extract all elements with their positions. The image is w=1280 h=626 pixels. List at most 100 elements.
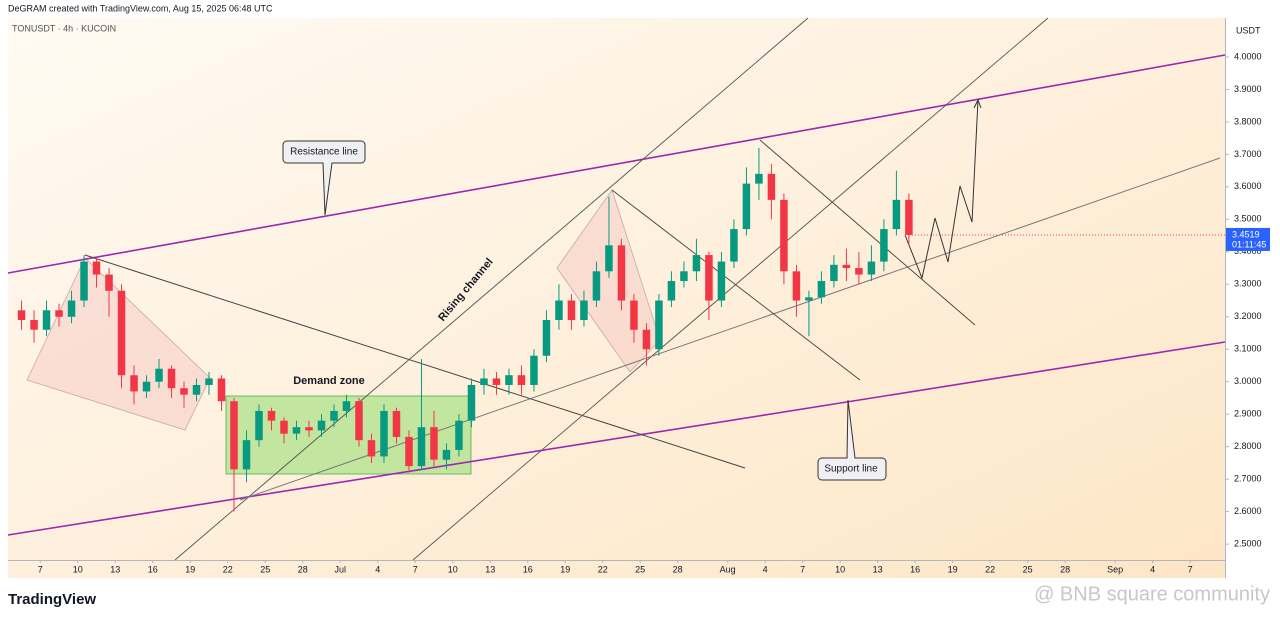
candle-body (742, 183, 751, 230)
x-tick-label: 16 (148, 564, 158, 574)
forecast-arrow (973, 98, 982, 109)
x-tick-label: 19 (560, 564, 570, 574)
candle-body (492, 378, 501, 385)
trend-line (239, 157, 1221, 501)
x-tick-label: 7 (800, 564, 805, 574)
y-tick-label: 3.9000 (1234, 84, 1262, 94)
x-tick-label: 25 (260, 564, 270, 574)
x-tick-label: 28 (1060, 564, 1070, 574)
candle-body (817, 281, 826, 298)
y-tick-label: 2.9000 (1234, 409, 1262, 419)
candle-body (617, 245, 626, 301)
candle-body (555, 300, 563, 321)
x-tick-label: 13 (873, 564, 883, 574)
candle-body (780, 199, 788, 272)
candle-body (842, 264, 851, 269)
y-tick-label: 3.2000 (1234, 311, 1262, 321)
candles (17, 147, 913, 512)
x-tick-label: 10 (73, 564, 83, 574)
candle-body (380, 410, 388, 457)
candle-body (130, 375, 138, 392)
candle-body (330, 410, 338, 421)
x-tick-label: Sep (1107, 564, 1123, 574)
x-tick-label: 4 (375, 564, 380, 574)
x-tick-label: 25 (635, 564, 645, 574)
y-tick-label: 3.8000 (1234, 116, 1262, 126)
candle-body (717, 261, 726, 301)
annotation: Demand zone (293, 375, 365, 387)
x-tick-label: 4 (1150, 564, 1155, 574)
y-tick-label: 3.6000 (1234, 181, 1262, 191)
candle-body (592, 271, 601, 301)
candle-body (442, 449, 451, 460)
x-tick-label: 4 (763, 564, 768, 574)
candle-body (455, 420, 463, 450)
candle-body (280, 420, 288, 434)
x-tick-label: 16 (523, 564, 533, 574)
candle-body (517, 375, 526, 385)
y-tick-label: 2.5000 (1234, 538, 1262, 548)
annotation: Support line (824, 464, 878, 475)
candle-body (655, 300, 663, 350)
x-tick-label: 28 (298, 564, 308, 574)
y-tick-label: 3.0000 (1234, 376, 1262, 386)
candle-body (767, 173, 776, 200)
candle-body (255, 410, 263, 441)
y-tick-label: 3.4000 (1234, 246, 1262, 256)
candle-body (205, 378, 213, 385)
x-tick-label: 7 (38, 564, 43, 574)
x-tick-label: 22 (223, 564, 233, 574)
candle-body (830, 264, 838, 282)
candle-body (880, 229, 888, 262)
x-tick-label: 13 (485, 564, 495, 574)
watermark: @ BNB square community (1034, 583, 1270, 605)
candle-body (680, 271, 688, 282)
candle-body (180, 388, 188, 395)
candle-body (892, 199, 901, 230)
candle-body (267, 410, 276, 421)
channel-line (412, 17, 1049, 561)
candle-body (405, 436, 413, 467)
x-tick-label: 28 (673, 564, 683, 574)
countdown: 01:11:45 (1232, 239, 1266, 249)
y-tick-label: 2.7000 (1234, 474, 1262, 484)
y-tick-label: 3.3000 (1234, 279, 1262, 289)
axes: 2.5000 2.6000 2.7000 2.8000 2.9000 3.0000 3.10… (38, 51, 1270, 574)
candle-body (505, 375, 513, 385)
candle-body (730, 229, 738, 262)
candle-body (192, 384, 201, 395)
candle-body (542, 320, 551, 356)
candle-body (355, 401, 363, 441)
x-tick-label: 16 (910, 564, 920, 574)
candle-body (642, 329, 651, 350)
candle-body (530, 355, 538, 385)
x-tick-label: 13 (110, 564, 120, 574)
y-tick-label: 2.8000 (1234, 441, 1262, 451)
candle-body (167, 368, 176, 389)
x-tick-label: 7 (1188, 564, 1193, 574)
trend-line (759, 139, 976, 326)
y-tick-label: 3.1000 (1234, 344, 1262, 354)
callout (817, 399, 887, 481)
x-tick-label: 22 (598, 564, 608, 574)
candle-body (142, 381, 151, 392)
candle-body (155, 368, 163, 382)
candle-body (692, 255, 701, 272)
candle-body (805, 297, 813, 301)
candle-body (855, 268, 863, 275)
axis-unit: USDT (1236, 25, 1261, 35)
candle-body (480, 378, 488, 385)
candle-body (55, 310, 63, 317)
candle-body (230, 401, 238, 470)
brand: TradingView (8, 591, 96, 608)
candle-body (67, 300, 76, 317)
trend-line (84, 254, 746, 469)
candle-body (242, 440, 251, 470)
candle-body (292, 427, 301, 434)
candle-body (580, 300, 588, 321)
candle-body (217, 378, 226, 402)
candle-body (105, 274, 113, 291)
candle-body (867, 261, 876, 275)
x-tick-label: 10 (835, 564, 845, 574)
